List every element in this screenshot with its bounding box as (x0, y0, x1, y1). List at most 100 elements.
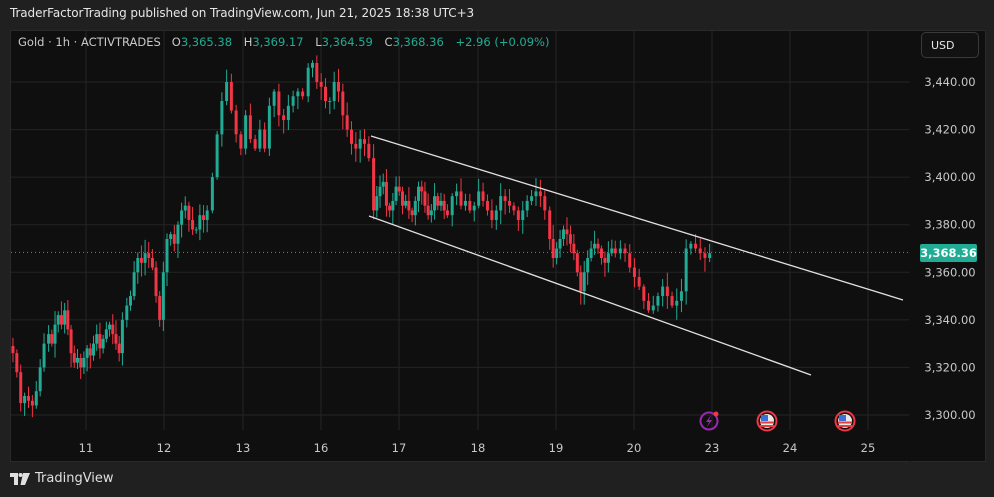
candle-down[interactable] (516, 210, 520, 220)
candle-up[interactable] (358, 139, 362, 149)
candle-down[interactable] (253, 139, 257, 149)
candle-up[interactable] (675, 300, 679, 306)
candle-down[interactable] (445, 210, 449, 216)
candle-down[interactable] (319, 82, 323, 87)
tradingview-logo[interactable]: TradingView (10, 471, 114, 486)
candle-up[interactable] (101, 338, 105, 349)
candle-down[interactable] (698, 248, 702, 254)
candle-down[interactable] (459, 191, 463, 206)
candle-down[interactable] (490, 210, 494, 220)
candle-down[interactable] (154, 267, 158, 297)
lightning-event-icon[interactable] (699, 411, 719, 431)
candle-up[interactable] (180, 210, 184, 225)
candle-down[interactable] (548, 210, 552, 239)
candle-up[interactable] (272, 91, 276, 106)
candle-up[interactable] (463, 200, 467, 206)
candle-down[interactable] (538, 191, 542, 197)
candle-up[interactable] (455, 191, 459, 197)
candle-up[interactable] (34, 391, 38, 406)
candle-up[interactable] (23, 395, 27, 404)
us-flag-event-ring-icon[interactable] (834, 410, 856, 432)
candle-down[interactable] (277, 91, 281, 116)
candle-down[interactable] (11, 346, 15, 354)
candle-down[interactable] (150, 258, 154, 268)
candle-down[interactable] (599, 248, 603, 259)
candle-down[interactable] (410, 210, 414, 216)
candle-up[interactable] (291, 96, 295, 106)
candle-up[interactable] (120, 319, 124, 354)
candle-up[interactable] (477, 191, 481, 206)
candle-down[interactable] (468, 200, 472, 211)
candle-up[interactable] (267, 105, 271, 149)
candle-down[interactable] (363, 139, 366, 144)
candle-down[interactable] (234, 110, 238, 135)
candle-down[interactable] (423, 191, 427, 206)
candle-up[interactable] (38, 367, 42, 392)
candle-down[interactable] (187, 205, 191, 220)
candle-up[interactable] (679, 291, 683, 301)
candle-up[interactable] (586, 258, 590, 273)
candle-down[interactable] (603, 258, 607, 263)
candle-down[interactable] (248, 115, 252, 140)
candle-up[interactable] (198, 215, 202, 230)
symbol-label[interactable]: Gold · 1h · ACTIVTRADES (18, 35, 161, 49)
candle-up[interactable] (391, 200, 395, 211)
candle-down[interactable] (158, 296, 162, 320)
candle-up[interactable] (610, 248, 614, 254)
candle-down[interactable] (367, 143, 371, 159)
candle-down[interactable] (172, 234, 176, 244)
candle-down[interactable] (229, 82, 233, 111)
candle-up[interactable] (136, 258, 140, 273)
candle-up[interactable] (472, 205, 476, 211)
candle-up[interactable] (589, 248, 593, 259)
candle-down[interactable] (508, 200, 512, 206)
channel-upper-trendline[interactable] (370, 135, 904, 301)
candle-down[interactable] (315, 62, 319, 82)
candle-down[interactable] (59, 315, 63, 325)
candle-down[interactable] (114, 334, 118, 344)
candle-up[interactable] (306, 67, 310, 97)
candle-down[interactable] (282, 115, 286, 121)
candle-down[interactable] (15, 353, 19, 373)
candle-down[interactable] (66, 310, 70, 330)
candle-down[interactable] (98, 334, 102, 349)
candle-down[interactable] (341, 91, 345, 116)
candle-up[interactable] (296, 91, 300, 97)
candle-up[interactable] (328, 101, 332, 103)
candle-up[interactable] (593, 243, 597, 249)
candle-up[interactable] (128, 296, 132, 306)
candle-up[interactable] (286, 105, 290, 121)
candle-down[interactable] (407, 200, 411, 211)
candle-down[interactable] (596, 243, 600, 249)
candle-up[interactable] (525, 200, 529, 211)
candle-up[interactable] (225, 82, 229, 102)
candle-up[interactable] (194, 229, 198, 231)
candle-down[interactable] (388, 205, 392, 211)
candle-down[interactable] (481, 191, 485, 201)
candle-down[interactable] (147, 253, 151, 259)
candle-up[interactable] (47, 334, 51, 344)
candle-down[interactable] (703, 253, 707, 259)
candle-down[interactable] (613, 248, 617, 254)
candle-down[interactable] (694, 243, 698, 249)
candle-down[interactable] (384, 181, 388, 206)
candle-up[interactable] (521, 210, 525, 220)
candle-up[interactable] (311, 62, 314, 68)
candle-up[interactable] (562, 229, 566, 239)
candle-up[interactable] (143, 253, 147, 263)
candle-down[interactable] (628, 253, 632, 268)
candle-up[interactable] (684, 248, 688, 292)
candle-down[interactable] (345, 115, 349, 130)
candle-down[interactable] (503, 196, 507, 201)
us-flag-event-ring-icon[interactable] (756, 410, 778, 432)
candle-up[interactable] (63, 310, 67, 325)
candle-down[interactable] (72, 353, 76, 363)
candle-up[interactable] (42, 343, 46, 368)
candle-up[interactable] (75, 357, 79, 363)
candle-up[interactable] (125, 305, 129, 320)
candle-down[interactable] (543, 196, 547, 211)
candle-down[interactable] (400, 191, 404, 206)
candle-down[interactable] (397, 186, 401, 192)
candle-down[interactable] (324, 86, 327, 102)
